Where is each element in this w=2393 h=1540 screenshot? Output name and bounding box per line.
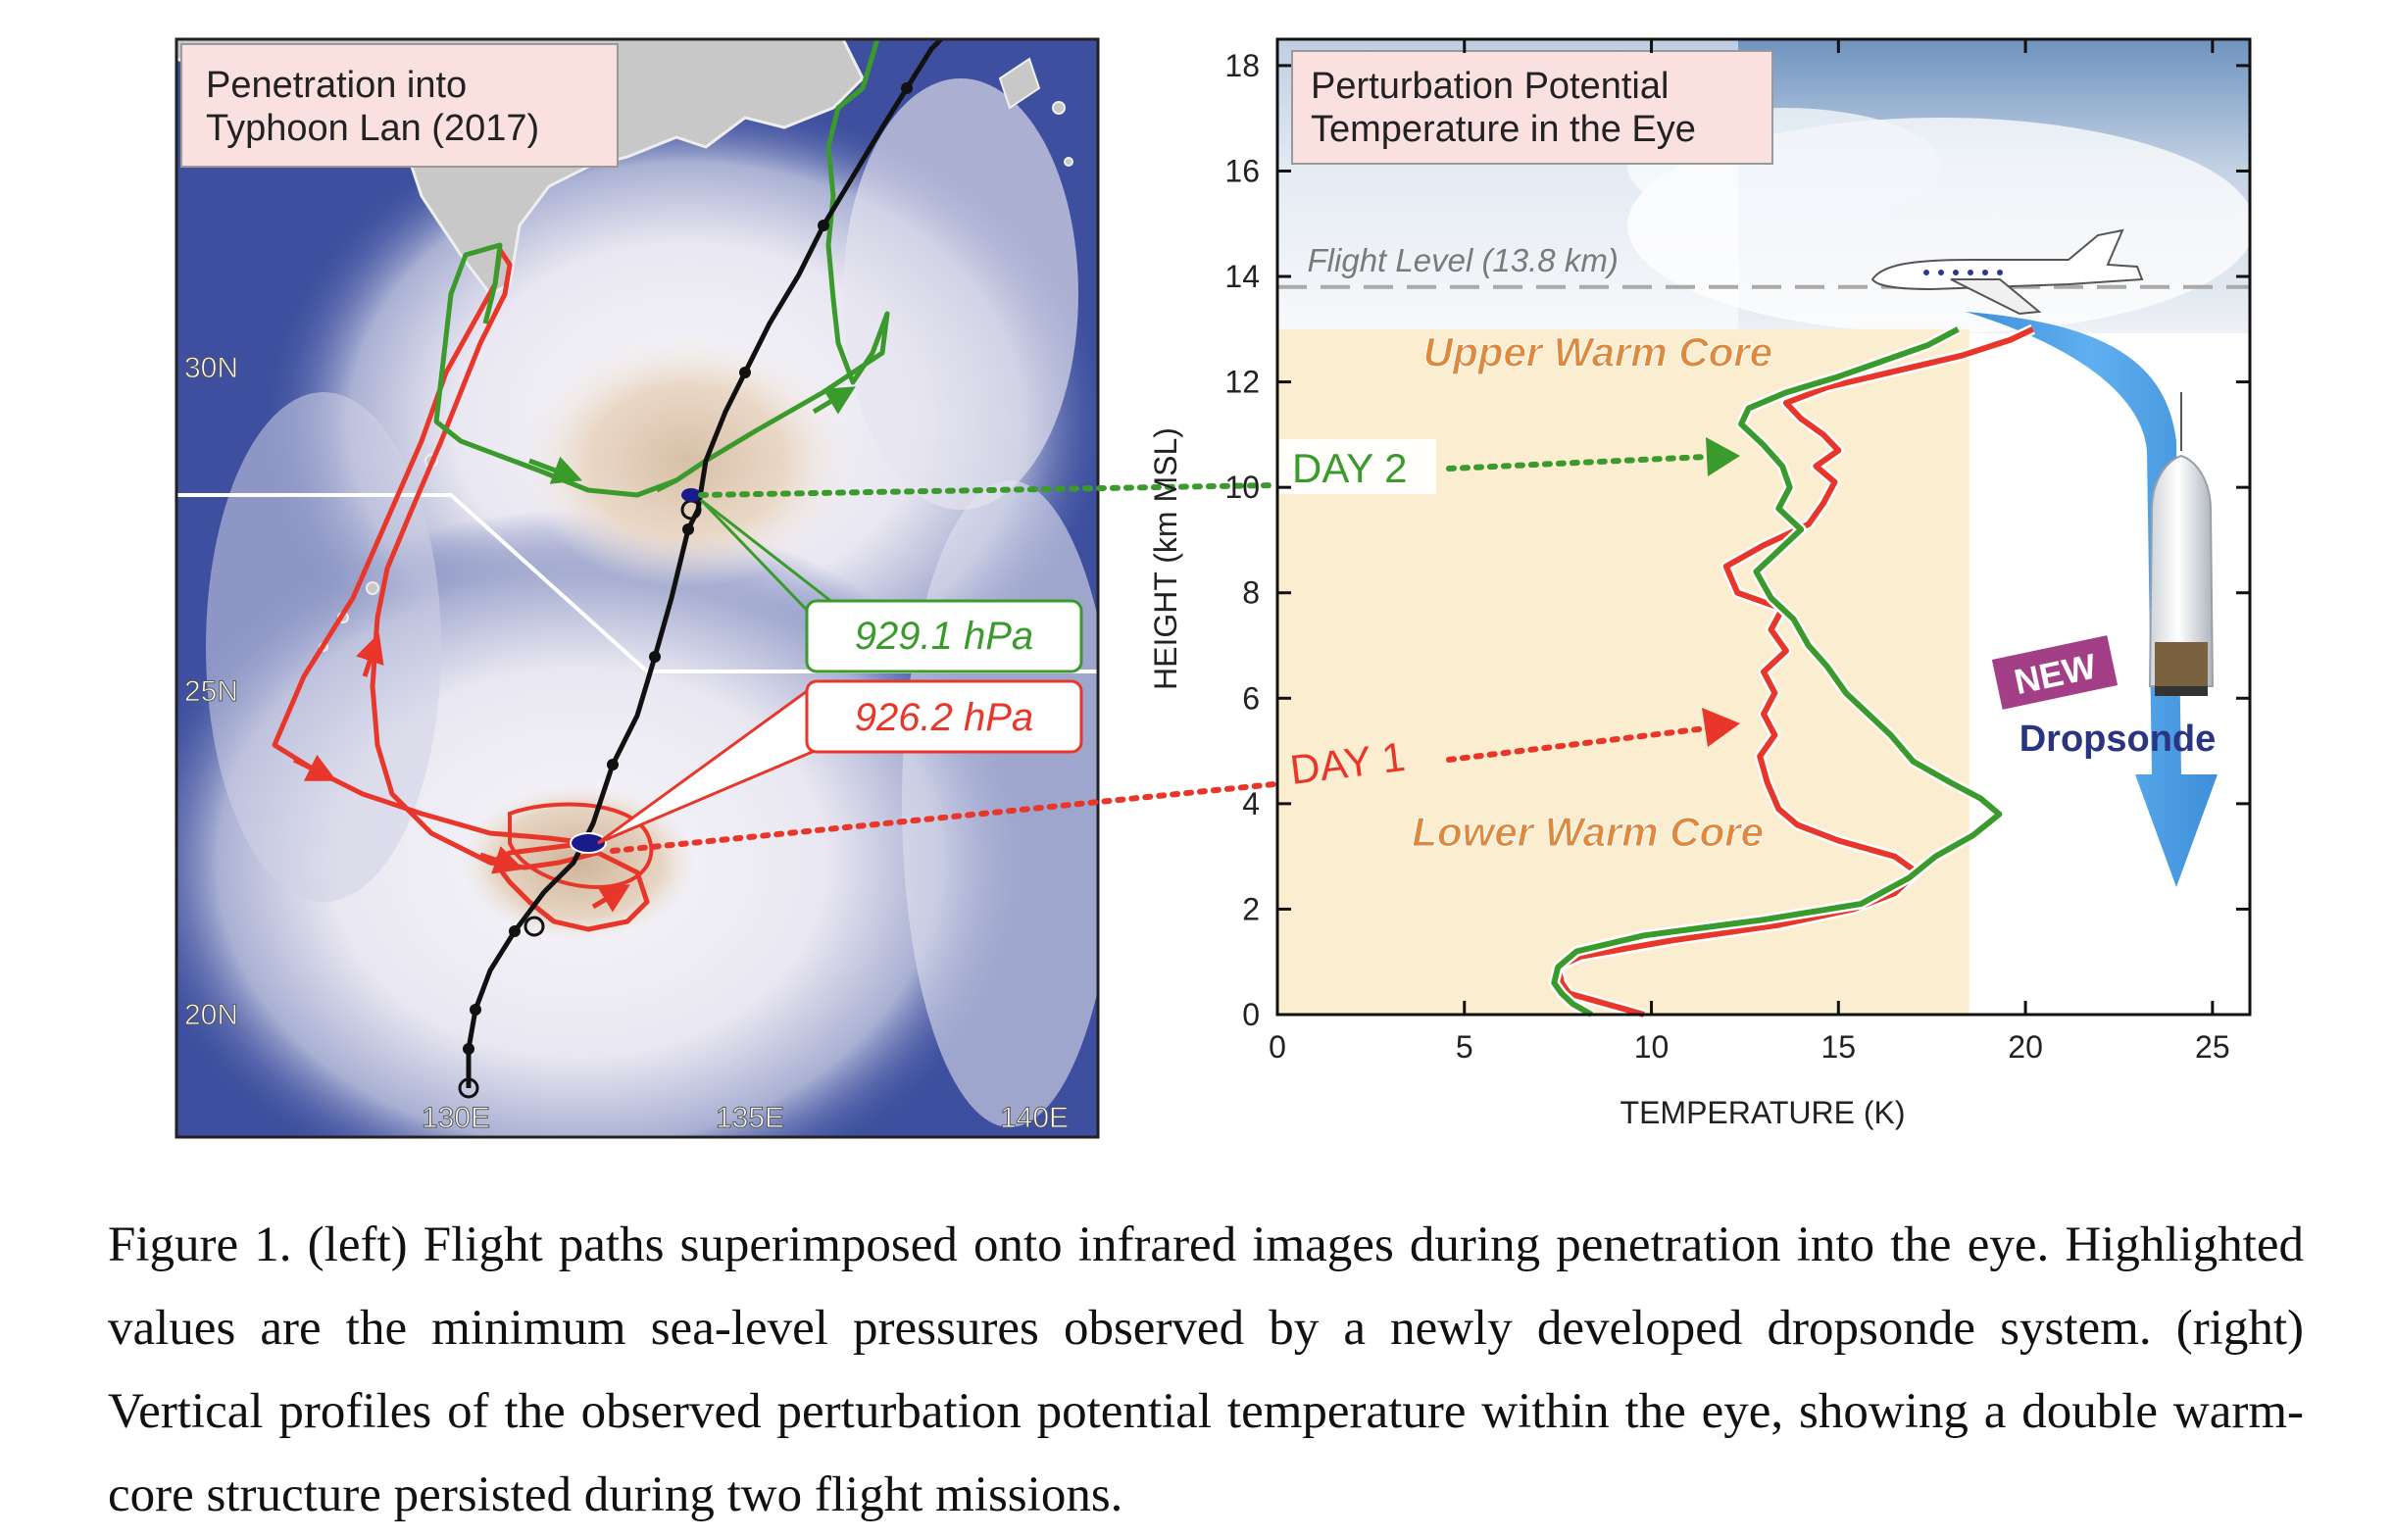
- island: [1052, 101, 1066, 115]
- day2-pressure-value: 929.1 hPa: [855, 615, 1033, 658]
- track-point: [818, 220, 829, 231]
- lat-label-20n: 20N: [184, 999, 238, 1031]
- day2-pressure-box: [805, 599, 1083, 673]
- y-tick-label: 2: [1242, 891, 1260, 926]
- track-ring-marker: [458, 1077, 479, 1099]
- island: [1064, 157, 1073, 167]
- map-title-box: [180, 43, 619, 168]
- track-point: [509, 925, 521, 937]
- track-point: [901, 82, 913, 94]
- flight-level-label: Flight Level (13.8 km): [1308, 242, 1619, 278]
- day2-callout-line: [699, 498, 825, 629]
- x-tick-label: 15: [1821, 1029, 1857, 1065]
- y-tick-label: 14: [1224, 259, 1260, 294]
- day1-direction-arrow: [356, 632, 384, 677]
- series-layer: [1548, 323, 2036, 1020]
- x-tick-label: 25: [2195, 1029, 2230, 1065]
- track-point: [649, 651, 661, 663]
- down-arrow-icon: [1966, 312, 2218, 887]
- day2-label: DAY 2: [1292, 445, 1408, 491]
- day2-eye-marker: [681, 488, 701, 502]
- y-tick-label: 0: [1242, 997, 1260, 1032]
- y-axis-label: HEIGHT (km MSL): [1148, 427, 1183, 690]
- track-ring-marker: [523, 916, 545, 937]
- new-badge: [1991, 635, 2119, 710]
- profile-title: Perturbation Potential: [1311, 66, 1669, 107]
- plot-frame: [1275, 37, 2252, 1017]
- day1-direction-arrow: [292, 754, 337, 781]
- figure: Penetration into Typhoon Lan (2017) 30N …: [174, 37, 2255, 1139]
- day1-eyewall-loop: [508, 802, 654, 890]
- track-point: [463, 1043, 474, 1055]
- x-tick-label: 0: [1269, 1029, 1286, 1065]
- track-point: [739, 367, 751, 378]
- series-line-day-1: [1555, 326, 2034, 1018]
- day2-direction-arrow: [528, 456, 583, 484]
- lon-label-130e: 130E: [422, 1102, 490, 1134]
- day1-direction-arrow: [479, 846, 524, 874]
- eye-region-day2: [520, 333, 853, 588]
- track-point: [470, 1004, 481, 1016]
- day1-pointer-head: [1702, 708, 1740, 747]
- x-axis-label: TEMPERATURE (K): [1620, 1095, 1906, 1130]
- track-point: [607, 759, 619, 770]
- day1-pointer: [1446, 725, 1709, 763]
- warm-core-shading: [1277, 328, 1969, 1016]
- day2-pointer-head: [1706, 437, 1740, 476]
- series-line-day-2: [1551, 326, 2003, 1018]
- map-frame: [174, 37, 1100, 1139]
- dropsonde-icon: [2148, 392, 2215, 696]
- cloud-band: [902, 480, 1098, 1127]
- day1-connector: [610, 781, 1277, 854]
- map-title: Typhoon Lan (2017): [206, 108, 539, 149]
- x-tick-label: 20: [2008, 1029, 2043, 1065]
- profile-panel: Flight Level (13.8 km) Perturbation Pote…: [610, 37, 2255, 1130]
- y-tick-label: 10: [1224, 470, 1260, 505]
- island: [366, 581, 379, 595]
- lon-label-140e: 140E: [1000, 1102, 1069, 1134]
- lower-warm-core-label: Lower Warm Core: [1412, 809, 1764, 855]
- day2-direction-arrow: [812, 386, 856, 415]
- day2-connector: [698, 482, 1277, 498]
- y-tick-label: 6: [1242, 680, 1260, 716]
- day2-callout-line: [700, 498, 834, 605]
- map-title: Penetration into: [206, 65, 467, 106]
- y-tick-label: 4: [1242, 786, 1260, 821]
- dropsonde-label: Dropsonde: [2019, 719, 2217, 760]
- day2-label-bg: [1279, 439, 1436, 494]
- day1-pressure-value: 926.2 hPa: [855, 696, 1033, 739]
- lon-label-135e: 135E: [716, 1102, 784, 1134]
- lat-label-30n: 30N: [184, 352, 238, 384]
- profile-title: Temperature in the Eye: [1311, 109, 1696, 150]
- x-tick-label: 10: [1634, 1029, 1670, 1065]
- island: [998, 57, 1041, 110]
- jet-aircraft-icon: [1870, 228, 2144, 316]
- day2-pointer: [1446, 454, 1709, 472]
- day1-eye-marker: [570, 832, 607, 854]
- y-tick-label: 18: [1224, 48, 1260, 83]
- day1-flight-path: [272, 248, 650, 932]
- track-markers: [463, 82, 913, 1055]
- y-tick-label: 12: [1224, 365, 1260, 400]
- upper-warm-core-label: Upper Warm Core: [1423, 328, 1772, 374]
- day1-direction-arrow: [591, 884, 630, 913]
- y-tick-label: 16: [1224, 153, 1260, 188]
- x-tick-label: 5: [1456, 1029, 1473, 1065]
- day1-pressure-box: [805, 679, 1083, 754]
- profile-title-box: [1291, 50, 1773, 165]
- axis-layer: 0 5 10 15 20 25 0 2 4 6 8 10 12 14 16 18: [1224, 39, 2250, 1065]
- track-point: [682, 523, 694, 535]
- y-tick-label: 8: [1242, 575, 1260, 611]
- cloud-band: [843, 78, 1078, 510]
- lat-label-25n: 25N: [184, 675, 238, 708]
- figure-caption: Figure 1. (left) Flight paths superimpos…: [108, 1217, 2304, 1522]
